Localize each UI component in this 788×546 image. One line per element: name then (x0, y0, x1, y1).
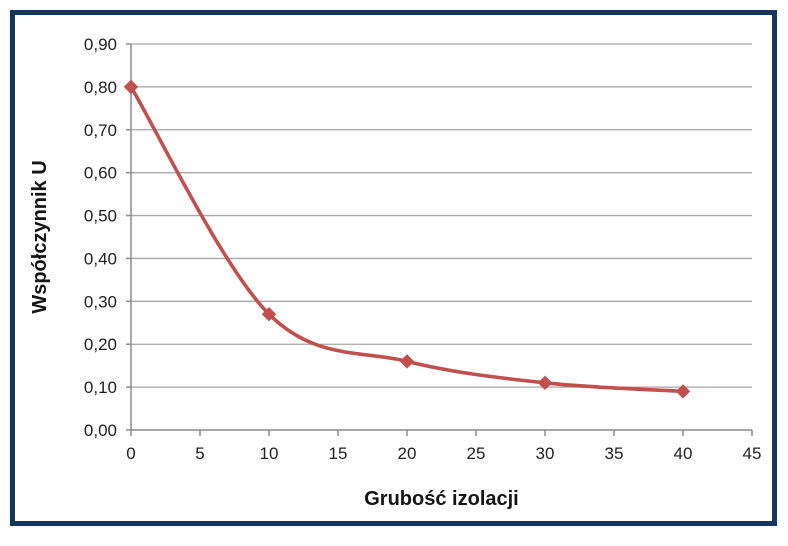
y-tick-label: 0,20 (84, 335, 117, 354)
data-point-marker (123, 79, 139, 95)
data-point-marker (399, 354, 415, 369)
x-tick-label: 20 (398, 444, 417, 463)
series-line (129, 85, 685, 394)
y-axis-title: Współczynnik U (29, 160, 51, 313)
y-tick-label: 0,90 (84, 35, 117, 54)
y-tick-label: 0,70 (84, 121, 117, 140)
y-tick-label: 0,00 (84, 421, 117, 440)
data-series (123, 79, 691, 399)
y-tick-label: 0,10 (84, 378, 117, 397)
data-point-marker (675, 384, 691, 399)
x-axis-title: Grubość izolacji (364, 488, 518, 510)
x-tick-label: 45 (743, 444, 762, 463)
y-tick-label: 0,50 (84, 207, 117, 226)
y-tick-label: 0,30 (84, 292, 117, 311)
data-point-marker (537, 375, 553, 391)
gridlines (131, 43, 752, 388)
x-tick-label: 5 (195, 444, 204, 463)
x-tick-label: 40 (674, 444, 693, 463)
tick-labels: 0 5 10 15 20 25 30 35 40 45 0,00 0,10 0,20 0,30 0,40 0,… (84, 35, 762, 463)
y-tick-label: 0,60 (84, 164, 117, 183)
y-tick-label: 0,40 (84, 249, 117, 268)
x-tick-label: 25 (467, 444, 486, 463)
axes (130, 44, 752, 431)
y-tick-label: 0,80 (84, 78, 117, 97)
x-tick-label: 35 (605, 444, 624, 463)
x-tick-label: 30 (536, 444, 555, 463)
tick-marks (126, 43, 753, 436)
x-tick-label: 0 (126, 444, 135, 463)
x-tick-label: 10 (260, 444, 279, 463)
x-tick-label: 15 (329, 444, 348, 463)
data-point-marker (261, 306, 277, 322)
